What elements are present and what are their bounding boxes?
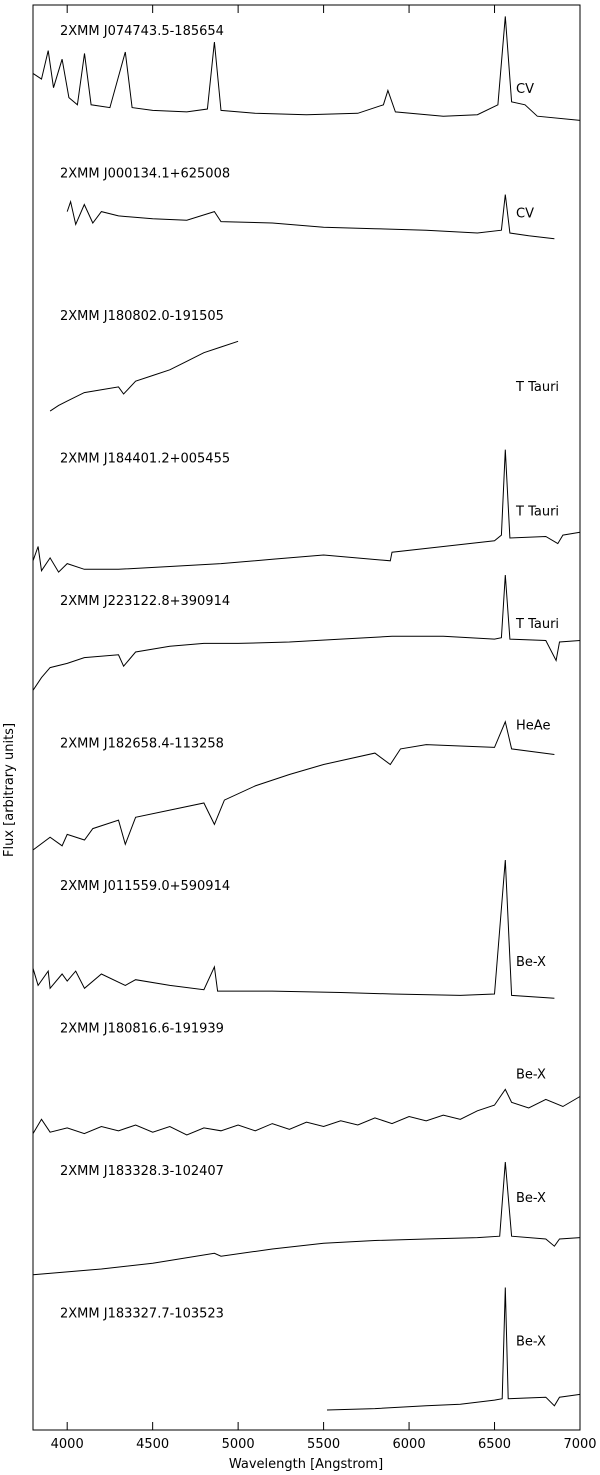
- class-label: T Tauri: [515, 380, 559, 395]
- x-axis-label: Wavelength [Angstrom]: [229, 1457, 383, 1472]
- spectrum-line: [49, 340, 239, 412]
- spectrum-name: 2XMM J180802.0-191505: [60, 309, 224, 324]
- y-axis-label: Flux [arbitrary units]: [2, 723, 17, 857]
- spectrum-name: 2XMM J011559.0+590914: [60, 879, 230, 894]
- spectrum-line: [66, 194, 555, 240]
- spectrum-name: 2XMM J223122.8+390914: [60, 594, 230, 609]
- spectrum-line: [32, 449, 581, 573]
- class-label: HeAe: [516, 719, 550, 734]
- class-label: T Tauri: [515, 617, 559, 632]
- spectrum-name: 2XMM J183328.3-102407: [60, 1164, 224, 1179]
- spectrum-name: 2XMM J184401.2+005455: [60, 452, 230, 467]
- class-label: Be-X: [516, 955, 546, 970]
- x-tick-label: 4000: [51, 1437, 84, 1452]
- x-tick-label: 6500: [478, 1437, 511, 1452]
- spectrum-line: [32, 1162, 581, 1276]
- plot-frame: [32, 4, 581, 1431]
- x-tick-label: 6000: [393, 1437, 426, 1452]
- spectrum-line: [32, 1088, 581, 1136]
- x-tick-label: 7000: [563, 1437, 596, 1452]
- spectrum-name: 2XMM J074743.5-185654: [60, 24, 224, 39]
- class-label: CV: [516, 207, 534, 222]
- spectrum-line: [32, 859, 555, 999]
- spectrum-name: 2XMM J180816.6-191939: [60, 1022, 224, 1037]
- spectrum-line: [326, 1287, 581, 1411]
- x-tick-label: 5500: [307, 1437, 340, 1452]
- spectrum-line: [32, 574, 581, 691]
- class-label: Be-X: [516, 1335, 546, 1350]
- x-tick-label: 4500: [136, 1437, 169, 1452]
- spectrum-line: [32, 16, 581, 121]
- spectrum-line: [32, 720, 555, 851]
- x-tick-label: 5000: [222, 1437, 255, 1452]
- class-label: T Tauri: [515, 505, 559, 520]
- class-label: Be-X: [516, 1191, 546, 1206]
- class-label: CV: [516, 82, 534, 97]
- class-label: Be-X: [516, 1068, 546, 1083]
- spectrum-name: 2XMM J182658.4-113258: [60, 737, 224, 752]
- spectrum-name: 2XMM J183327.7-103523: [60, 1307, 224, 1322]
- spectrum-name: 2XMM J000134.1+625008: [60, 167, 230, 182]
